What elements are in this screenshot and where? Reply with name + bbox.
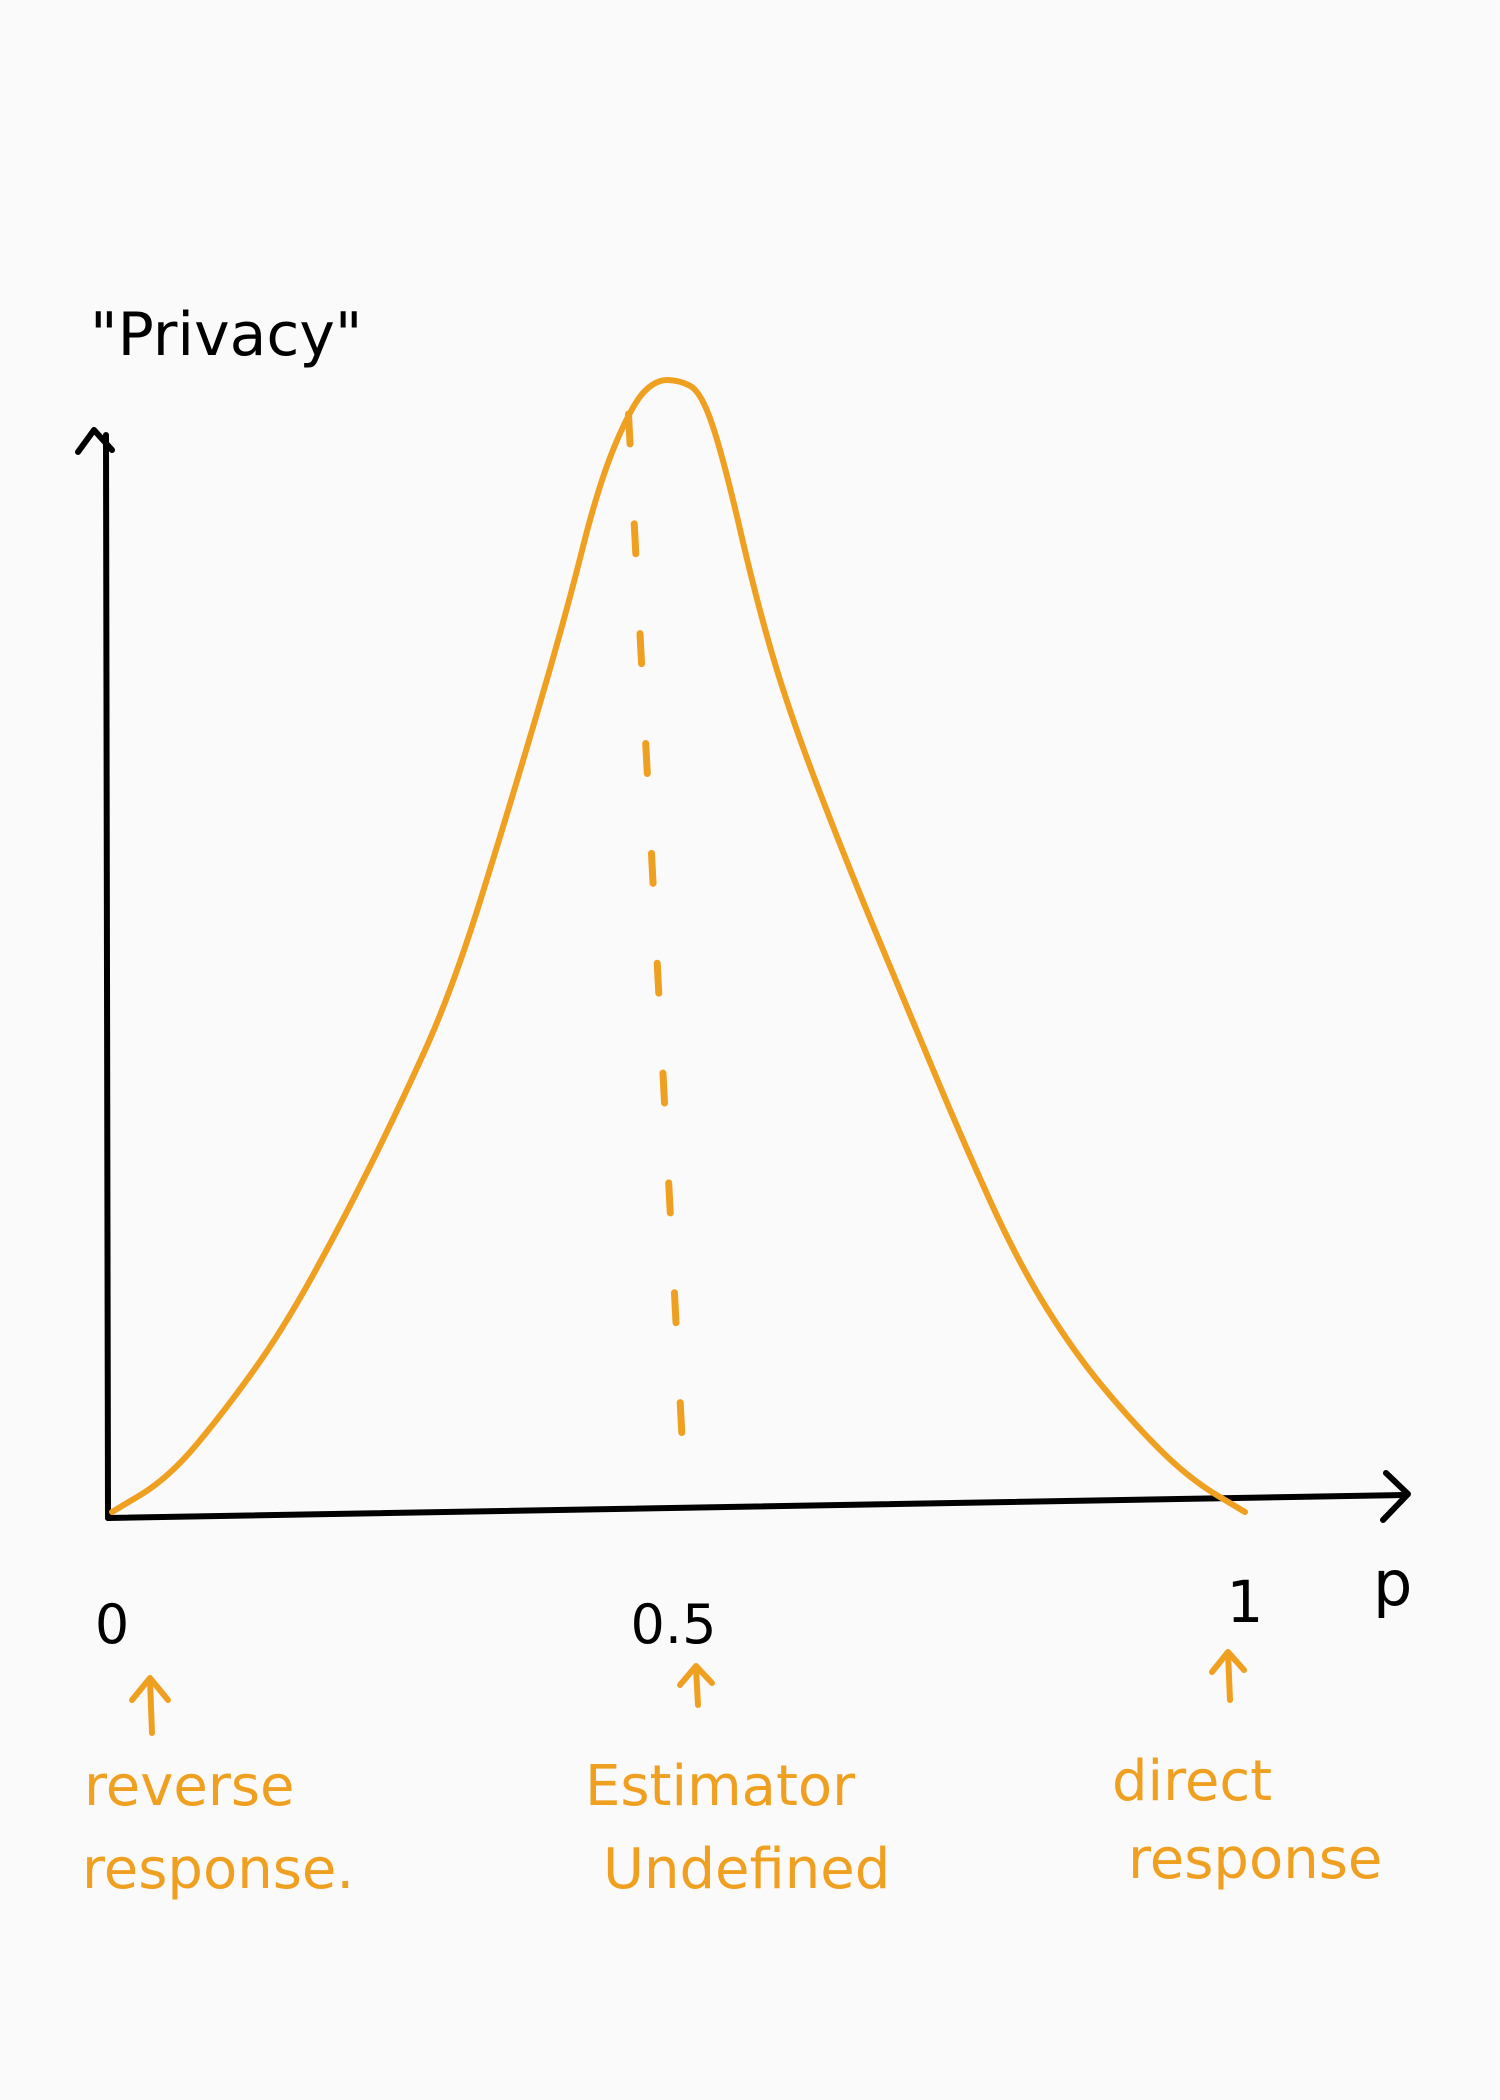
annotation-reverse-line1: reverse bbox=[84, 1754, 295, 1819]
annotation-direct-line1: direct bbox=[1112, 1749, 1272, 1814]
tick-label-0-5: 0.5 bbox=[631, 1593, 717, 1656]
x-axis-label: p bbox=[1373, 1547, 1412, 1620]
tick-label-1: 1 bbox=[1227, 1568, 1264, 1636]
arrow-up-icon bbox=[129, 1675, 171, 1736]
y-axis bbox=[103, 432, 111, 1521]
y-axis-label: "Privacy" bbox=[90, 300, 362, 370]
x-axis-arrow bbox=[1380, 1470, 1411, 1523]
arrow-up-icon bbox=[1209, 1649, 1247, 1703]
annotation-estimator-line2: Undefined bbox=[603, 1837, 890, 1902]
estimator-undefined-dashed-line bbox=[625, 410, 688, 1489]
tick-label-0: 0 bbox=[95, 1593, 129, 1656]
annotation-reverse-line2: response. bbox=[82, 1837, 354, 1902]
annotation-estimator-line1: Estimator bbox=[585, 1754, 856, 1819]
arrow-up-icon bbox=[677, 1663, 715, 1708]
privacy-curve bbox=[109, 377, 1248, 1515]
y-axis-arrow bbox=[75, 427, 115, 455]
x-axis bbox=[105, 1492, 1408, 1521]
annotation-direct-line2: response bbox=[1128, 1827, 1382, 1892]
